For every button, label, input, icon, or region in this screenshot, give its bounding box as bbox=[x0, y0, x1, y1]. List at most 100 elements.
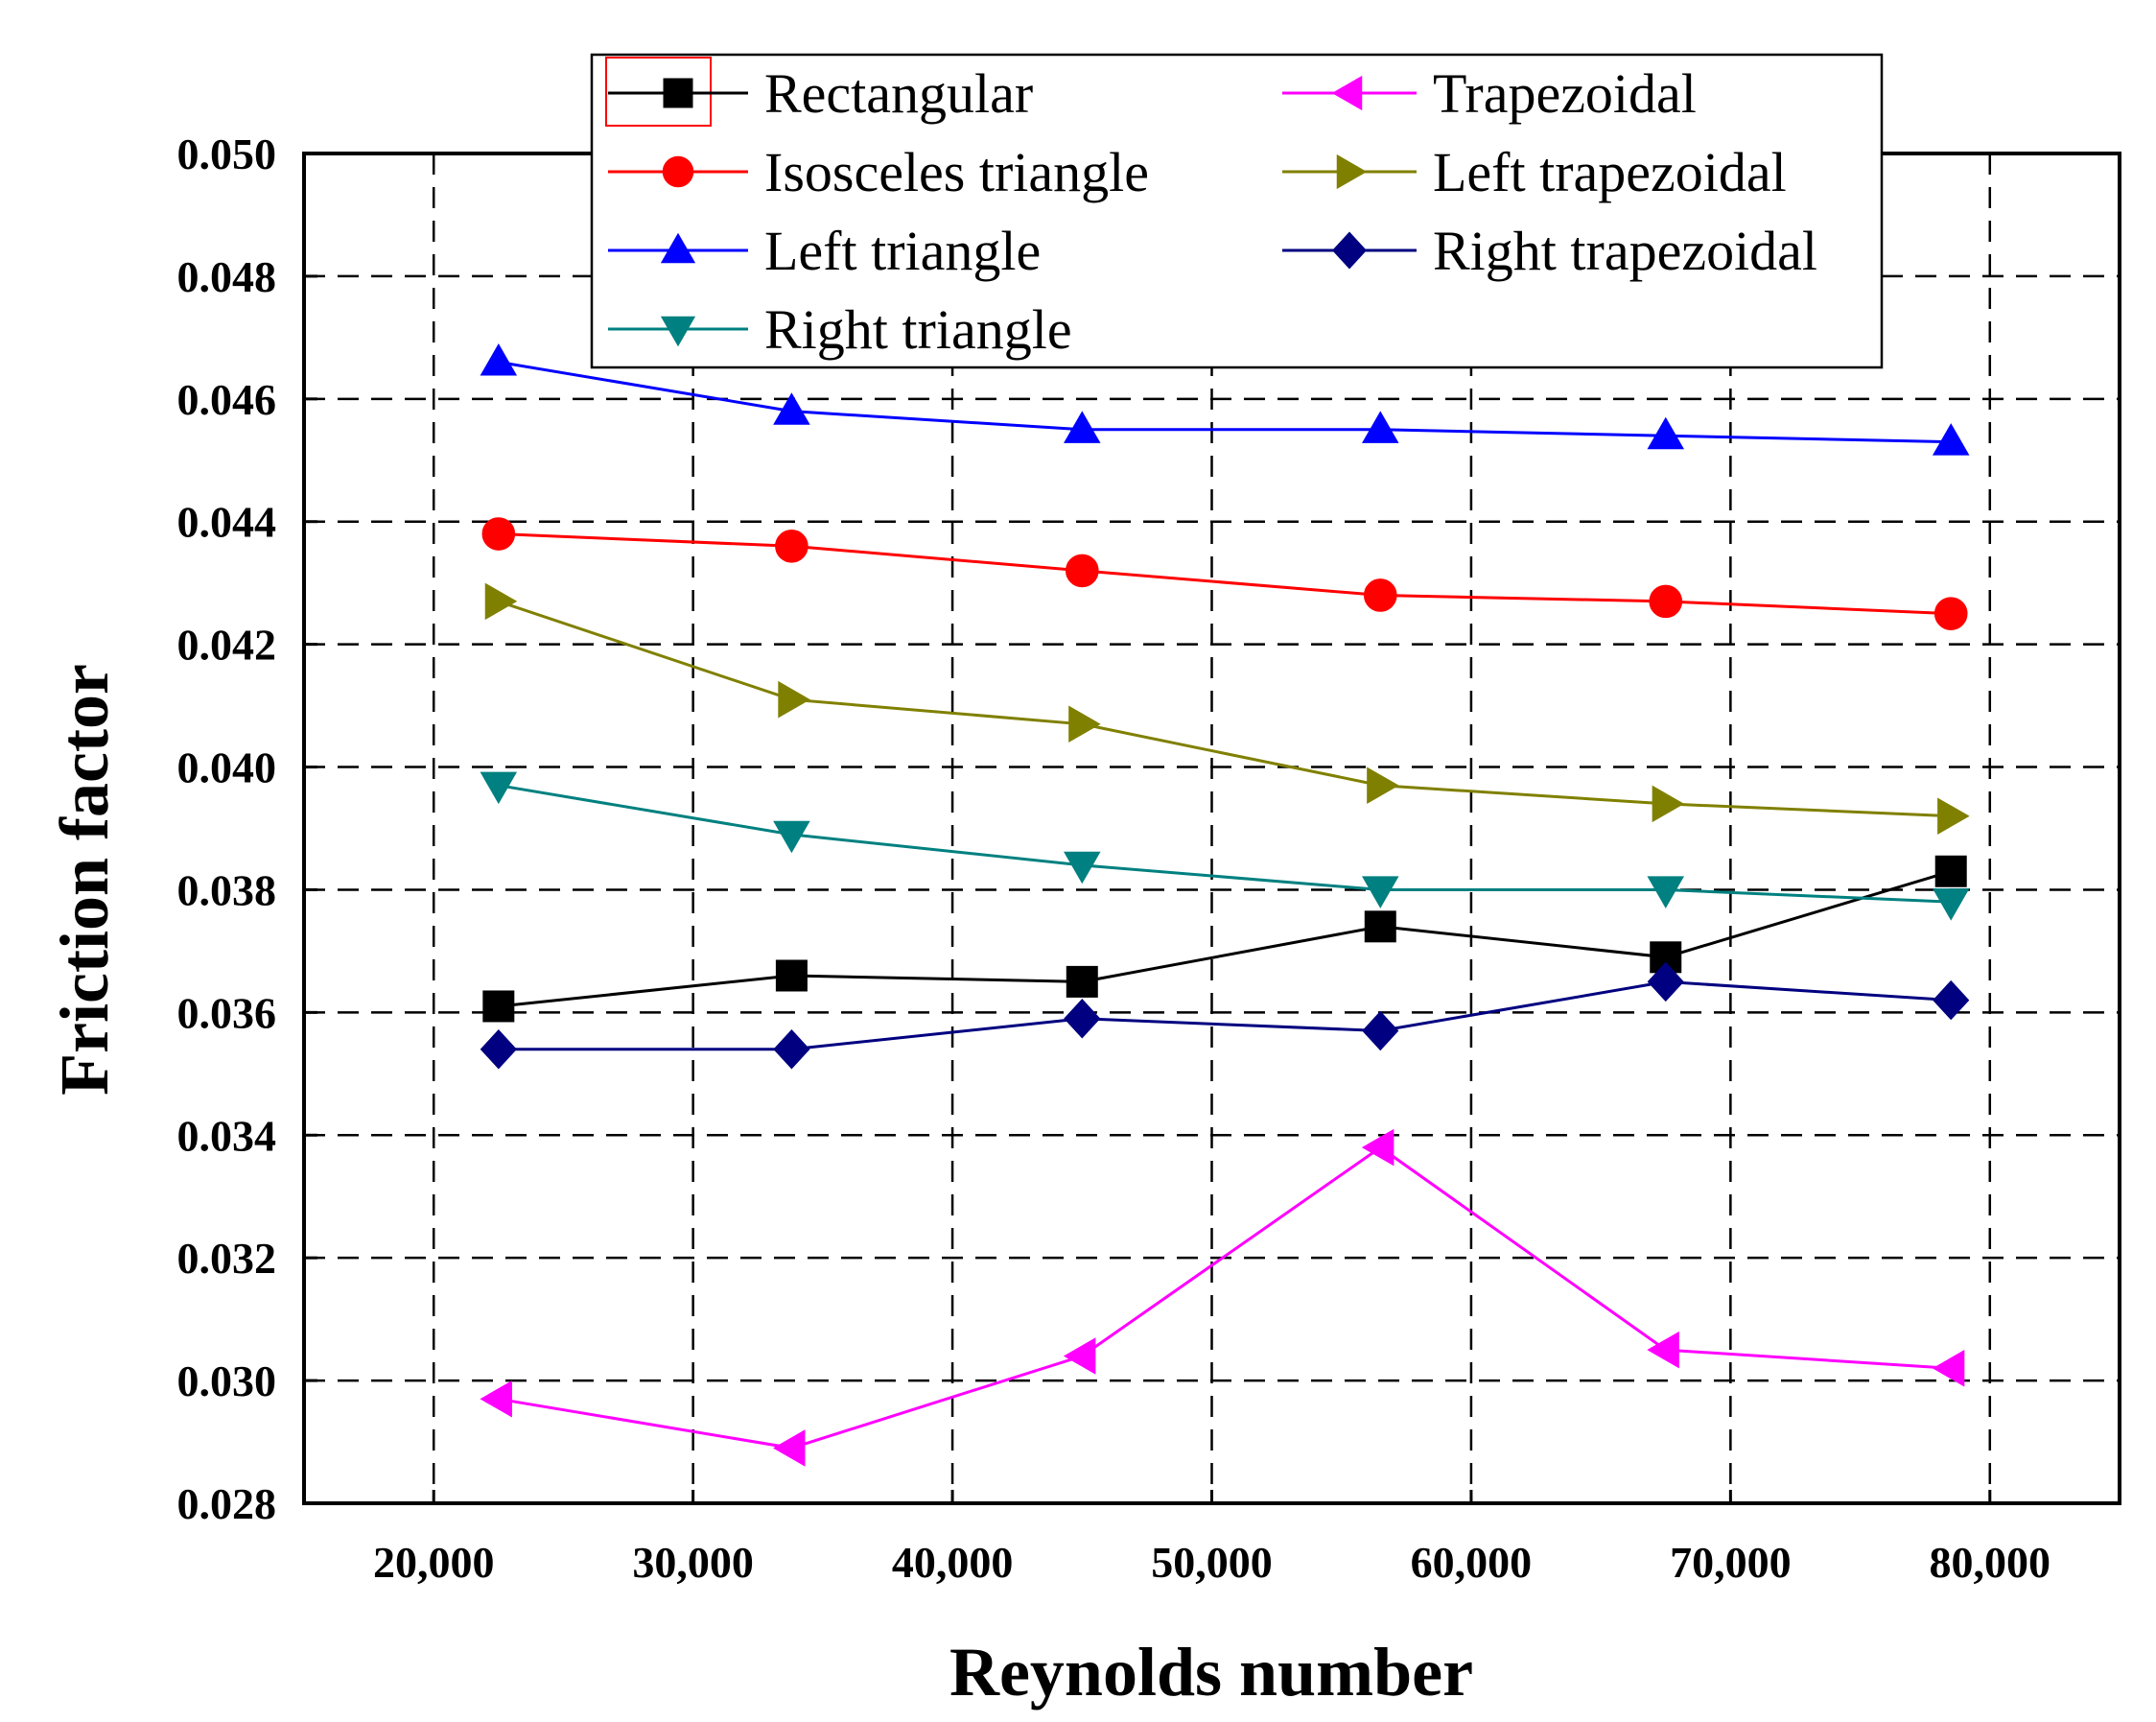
y-tick-label: 0.046 bbox=[177, 375, 277, 424]
data-point-left-trapezoidal bbox=[1367, 767, 1399, 804]
x-tick-label: 80,000 bbox=[1930, 1538, 2051, 1587]
series-left-trapezoidal bbox=[484, 582, 1970, 835]
series-left-triangle bbox=[480, 343, 1970, 456]
legend-box bbox=[590, 53, 1884, 369]
data-point-left-trapezoidal bbox=[484, 582, 518, 621]
x-tick-label: 40,000 bbox=[892, 1538, 1014, 1587]
data-point-right-trapezoidal bbox=[1362, 1010, 1399, 1051]
data-point-left-triangle bbox=[773, 392, 810, 425]
legend-label: Right triangle bbox=[764, 298, 1072, 361]
series-line-left-trapezoidal bbox=[498, 600, 1952, 818]
data-point-right-triangle bbox=[1362, 876, 1399, 908]
y-tick-label: 0.042 bbox=[177, 621, 277, 670]
x-tick-label: 70,000 bbox=[1670, 1538, 1792, 1587]
legend-item-right-trapezoidal: Right trapezoidal bbox=[1282, 220, 1817, 282]
data-point-right-trapezoidal bbox=[1064, 999, 1101, 1039]
legend-item-right-triangle: Right triangle bbox=[608, 298, 1072, 361]
x-tick-label: 60,000 bbox=[1411, 1538, 1533, 1587]
y-tick-label: 0.050 bbox=[177, 130, 277, 178]
y-tick-label: 0.040 bbox=[177, 743, 277, 792]
data-point-right-triangle bbox=[1932, 888, 1970, 921]
series-line-left-triangle bbox=[498, 360, 1952, 444]
data-point-right-triangle bbox=[773, 820, 810, 854]
legend-item-isosceles-triangle: Isosceles triangle bbox=[608, 141, 1149, 203]
data-point-isosceles-triangle bbox=[1065, 554, 1099, 588]
series-layer bbox=[480, 343, 1970, 1467]
legend-marker-left-trapezoidal bbox=[1336, 153, 1368, 190]
legend-item-left-triangle: Left triangle bbox=[608, 220, 1041, 282]
y-tick-label: 0.048 bbox=[177, 252, 277, 301]
series-trapezoidal bbox=[480, 1128, 1965, 1467]
data-point-trapezoidal bbox=[1647, 1331, 1679, 1369]
legend-label: Isosceles triangle bbox=[764, 141, 1149, 203]
series-line-right-trapezoidal bbox=[498, 979, 1952, 1051]
x-tick-label: 20,000 bbox=[373, 1538, 495, 1587]
legend-marker-isosceles-triangle bbox=[662, 155, 694, 188]
y-tick-label: 0.032 bbox=[177, 1234, 277, 1283]
y-tick-label: 0.028 bbox=[177, 1479, 277, 1528]
legend-label: Left triangle bbox=[764, 220, 1041, 282]
legend-marker-right-triangle bbox=[660, 316, 696, 347]
legend-label: Left trapezoidal bbox=[1433, 141, 1787, 203]
x-tick-label: 50,000 bbox=[1151, 1538, 1273, 1587]
series-line-trapezoidal bbox=[498, 1145, 1952, 1450]
data-point-rectangular bbox=[1934, 855, 1967, 887]
data-point-isosceles-triangle bbox=[775, 530, 808, 563]
legend-label: Right trapezoidal bbox=[1433, 220, 1817, 282]
data-point-left-triangle bbox=[1064, 411, 1101, 443]
y-tick-label: 0.034 bbox=[177, 1111, 277, 1160]
legend-marker-right-trapezoidal bbox=[1332, 231, 1367, 270]
data-point-right-triangle bbox=[1647, 876, 1685, 908]
series-isosceles-triangle bbox=[481, 517, 1968, 630]
x-axis-title: Reynolds number bbox=[949, 1634, 1473, 1710]
legend-marker-left-triangle bbox=[660, 232, 696, 264]
data-point-left-trapezoidal bbox=[778, 680, 810, 719]
series-right-trapezoidal bbox=[480, 961, 1970, 1070]
series-line-right-triangle bbox=[498, 784, 1952, 904]
data-point-trapezoidal bbox=[1932, 1350, 1965, 1387]
legend-label: Trapezoidal bbox=[1433, 62, 1697, 125]
y-tick-label: 0.036 bbox=[177, 988, 277, 1037]
data-point-rectangular bbox=[1364, 910, 1396, 943]
data-point-trapezoidal bbox=[1063, 1337, 1096, 1375]
legend-item-left-trapezoidal: Left trapezoidal bbox=[1282, 141, 1787, 203]
legend: Rectangular Isosceles triangle Left triang… bbox=[590, 53, 1884, 369]
legend-item-rectangular: Rectangular bbox=[608, 62, 1033, 125]
data-point-right-trapezoidal bbox=[1933, 979, 1970, 1021]
data-point-rectangular bbox=[482, 990, 515, 1023]
data-point-trapezoidal bbox=[773, 1429, 806, 1467]
data-point-left-trapezoidal bbox=[1068, 705, 1101, 743]
data-point-left-triangle bbox=[480, 343, 518, 376]
legend-marker-rectangular bbox=[663, 78, 693, 108]
data-point-right-trapezoidal bbox=[773, 1028, 810, 1070]
data-point-rectangular bbox=[775, 959, 808, 992]
legend-item-trapezoidal: Trapezoidal bbox=[1282, 62, 1697, 125]
data-point-left-triangle bbox=[1647, 416, 1685, 450]
y-tick-label: 0.038 bbox=[177, 865, 277, 914]
data-point-isosceles-triangle bbox=[1649, 584, 1683, 619]
legend-marker-trapezoidal bbox=[1331, 75, 1363, 111]
data-point-rectangular bbox=[1066, 965, 1098, 998]
legend-label: Rectangular bbox=[764, 62, 1033, 125]
data-point-left-trapezoidal bbox=[1652, 785, 1685, 823]
data-point-right-trapezoidal bbox=[480, 1028, 517, 1070]
y-tick-label: 0.030 bbox=[177, 1356, 277, 1405]
series-right-triangle bbox=[480, 771, 1970, 921]
x-tick-label: 30,000 bbox=[632, 1538, 754, 1587]
data-point-trapezoidal bbox=[1361, 1128, 1394, 1167]
data-point-left-trapezoidal bbox=[1937, 797, 1970, 835]
series-line-rectangular bbox=[498, 869, 1952, 1008]
y-tick-label: 0.044 bbox=[177, 498, 277, 547]
data-point-left-triangle bbox=[1362, 411, 1399, 443]
data-point-right-trapezoidal bbox=[1647, 961, 1684, 1003]
data-point-trapezoidal bbox=[480, 1380, 512, 1418]
data-point-right-triangle bbox=[480, 771, 518, 805]
data-point-right-triangle bbox=[1064, 851, 1101, 885]
data-point-isosceles-triangle bbox=[1363, 578, 1397, 612]
series-line-isosceles-triangle bbox=[498, 532, 1952, 616]
legend-items: Rectangular Isosceles triangle Left triang… bbox=[608, 62, 1817, 361]
y-axis-title: Friction factor bbox=[46, 664, 123, 1096]
data-point-isosceles-triangle bbox=[1933, 597, 1968, 630]
